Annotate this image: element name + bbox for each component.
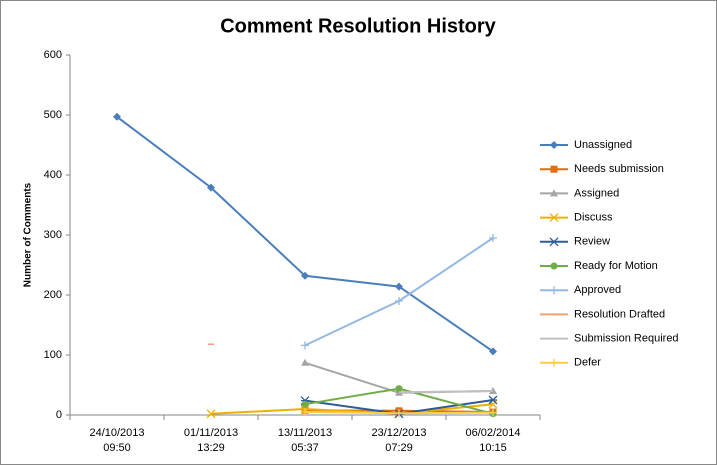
marker <box>113 112 121 121</box>
x-tick-label: 23/12/2013 07:29 <box>371 427 426 454</box>
marker <box>489 387 497 394</box>
series-line <box>210 403 494 415</box>
marker <box>550 165 558 173</box>
marker <box>550 141 558 149</box>
marker <box>489 408 497 417</box>
marker <box>550 358 558 367</box>
marker <box>301 408 309 416</box>
y-tick-label: 100 <box>44 349 62 361</box>
marker <box>489 347 497 356</box>
legend-label: Defer <box>574 357 601 369</box>
x-tick-label: 13/11/2013 05:37 <box>278 427 332 454</box>
marker <box>489 234 497 242</box>
marker <box>395 388 403 396</box>
series-line <box>398 390 494 394</box>
marker <box>301 358 309 366</box>
marker <box>301 341 309 350</box>
marker <box>550 262 558 270</box>
legend-label: Assigned <box>574 187 619 199</box>
legend-label: Needs submission <box>574 163 664 175</box>
chart-title: Comment Resolution History <box>220 15 496 37</box>
y-axis-label: Number of Comments <box>23 182 34 287</box>
y-tick-label: 400 <box>44 169 62 181</box>
x-tick-label: 01/11/2013 13:29 <box>184 427 238 454</box>
marker <box>549 213 559 223</box>
marker <box>395 385 403 393</box>
x-tick-label: 06/02/2014 10:15 <box>465 427 520 454</box>
legend-label: Ready for Motion <box>574 260 658 272</box>
legend-label: Submission Required <box>574 333 679 345</box>
legend-label: Approved <box>574 284 621 296</box>
marker <box>206 409 216 419</box>
marker <box>395 409 403 418</box>
legend-label: Review <box>574 236 610 248</box>
y-tick-label: 500 <box>44 109 62 121</box>
legend-label: Resolution Drafted <box>574 308 665 320</box>
marker <box>550 286 558 295</box>
marker <box>488 399 498 409</box>
y-tick-label: 600 <box>44 49 62 61</box>
marker <box>549 237 559 247</box>
y-tick-label: 0 <box>56 409 62 421</box>
x-tick-label: 24/10/2013 09:50 <box>89 427 144 454</box>
legend-label: Discuss <box>574 212 613 224</box>
marker <box>395 297 403 305</box>
y-tick-label: 300 <box>44 229 62 241</box>
marker <box>550 189 558 197</box>
marker <box>207 183 215 192</box>
legend-label: Unassigned <box>574 139 632 151</box>
marker <box>301 271 309 280</box>
marker <box>301 400 309 408</box>
marker <box>395 282 403 291</box>
marker <box>488 395 498 405</box>
y-tick-label: 200 <box>44 289 62 301</box>
